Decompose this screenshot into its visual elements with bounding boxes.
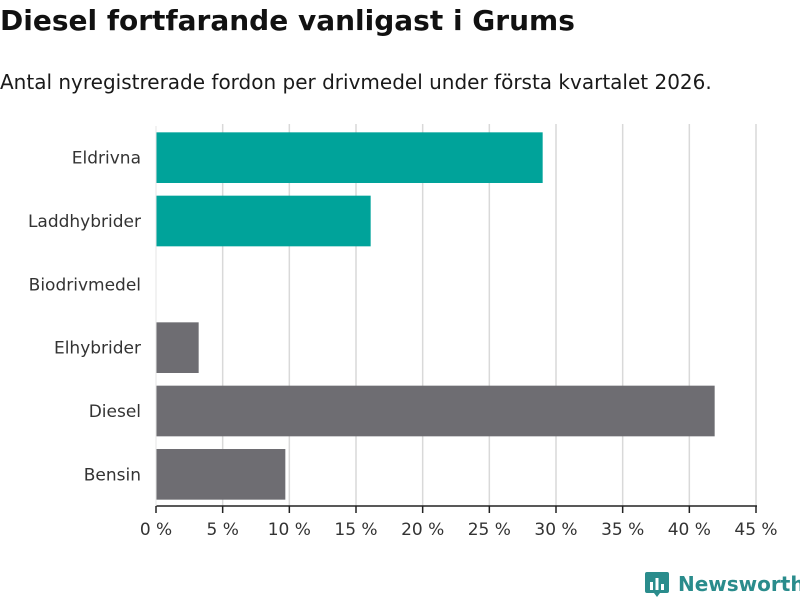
bar-elhybrider[interactable] <box>156 322 199 373</box>
bar-chart-pin-icon <box>645 572 669 597</box>
bar-chart: Eldrivna Laddhybrider Biodrivmedel Elhybrid… <box>28 124 778 540</box>
brand-logo[interactable]: Newsworthy <box>644 568 800 600</box>
x-tick-label: 30 % <box>534 520 577 540</box>
category-label: Elhybrider <box>54 339 141 359</box>
category-label: Bensin <box>84 465 141 485</box>
category-label: Eldrivna <box>72 149 141 169</box>
x-tick-label: 15 % <box>334 520 377 540</box>
x-tick-label: 0 % <box>140 520 172 540</box>
chart-subtitle: Antal nyregistrerade fordon per drivmede… <box>0 70 712 94</box>
brand-name: Newsworthy <box>678 572 800 596</box>
x-tick-label: 10 % <box>268 520 311 540</box>
bar-laddhybrider[interactable] <box>156 195 371 247</box>
chart-title: Diesel fortfarande vanligast i Grums <box>0 4 575 37</box>
x-tick-label: 35 % <box>601 520 644 540</box>
x-tick-label: 5 % <box>206 520 238 540</box>
category-label: Laddhybrider <box>28 212 141 232</box>
bar-eldrivna[interactable] <box>156 132 543 183</box>
x-tick-label: 40 % <box>668 520 711 540</box>
bar-diesel[interactable] <box>156 385 715 437</box>
category-label: Biodrivmedel <box>29 275 141 295</box>
x-tick-label: 20 % <box>401 520 444 540</box>
x-tick-label: 45 % <box>734 520 777 540</box>
category-label: Diesel <box>89 402 141 422</box>
bar-bensin[interactable] <box>156 449 286 500</box>
x-tick-label: 25 % <box>468 520 511 540</box>
